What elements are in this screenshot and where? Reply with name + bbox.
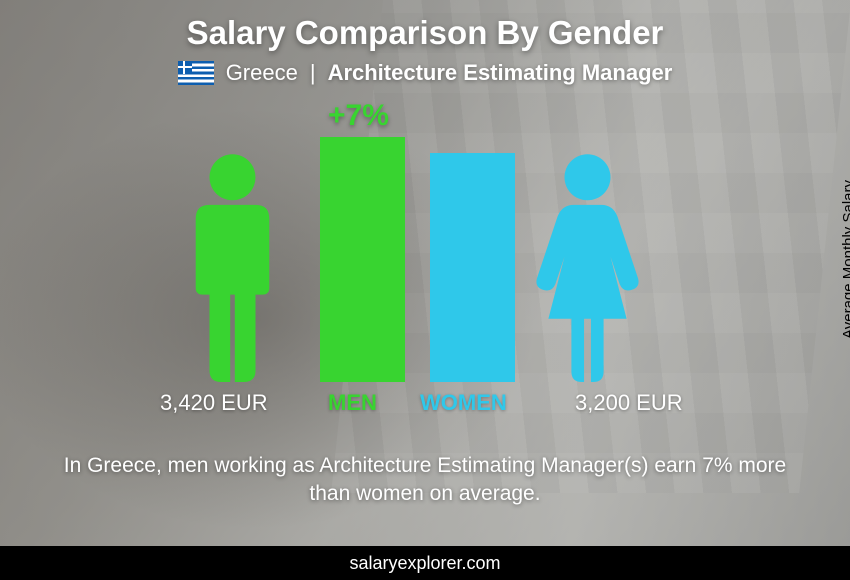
salary-label-men: 3,420 EUR	[160, 390, 268, 416]
y-axis-label: Average Monthly Salary	[840, 180, 850, 339]
page-title: Salary Comparison By Gender	[0, 0, 850, 52]
chart-area: +7% MEN WOMEN 3,420 EUR 3,200 EUR	[0, 90, 850, 430]
bar-women	[430, 153, 515, 382]
greece-flag-icon	[178, 61, 214, 85]
bar-men	[320, 137, 405, 382]
category-label-men: MEN	[328, 390, 377, 416]
pct-diff-badge-men: +7%	[328, 99, 389, 133]
man-icon	[175, 152, 290, 382]
job-title-label: Architecture Estimating Manager	[328, 60, 673, 86]
infographic-content: Salary Comparison By Gender Greece | Arc…	[0, 0, 850, 580]
category-label-women: WOMEN	[420, 390, 507, 416]
woman-icon	[530, 152, 645, 382]
subtitle-row: Greece | Architecture Estimating Manager	[0, 60, 850, 86]
caption-text: In Greece, men working as Architecture E…	[0, 452, 850, 509]
country-label: Greece	[226, 60, 298, 86]
separator: |	[310, 60, 316, 86]
source-footer: salaryexplorer.com	[0, 546, 850, 580]
salary-label-women: 3,200 EUR	[575, 390, 683, 416]
